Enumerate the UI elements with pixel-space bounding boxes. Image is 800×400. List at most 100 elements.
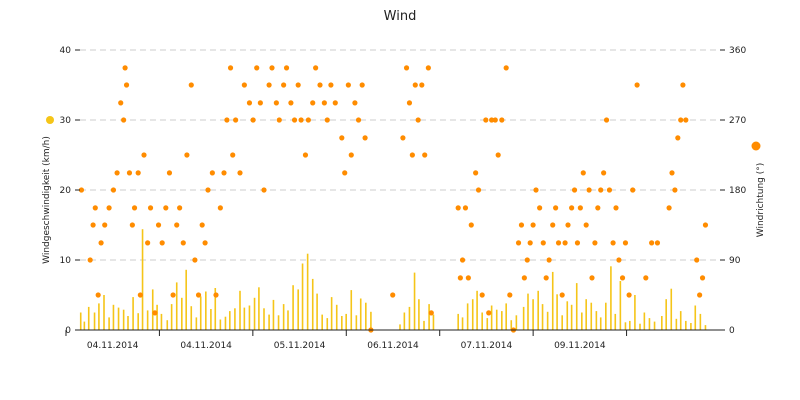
speed-bar: [665, 299, 667, 330]
speed-bar: [413, 272, 416, 330]
direction-point: [102, 222, 108, 228]
speed-bar: [132, 297, 134, 330]
direction-point: [135, 170, 141, 176]
direction-point: [237, 170, 243, 176]
direction-point: [209, 170, 215, 176]
direction-point: [666, 205, 672, 211]
direction-point: [475, 187, 482, 193]
speed-bar: [581, 312, 583, 330]
speed-bar: [490, 305, 493, 330]
direction-point: [152, 310, 158, 316]
speed-legend-dot: [46, 116, 54, 124]
speed-bar: [501, 311, 503, 330]
x-tick-label: 04.11.2014: [87, 341, 139, 351]
speed-bar: [471, 299, 474, 330]
speed-bar: [341, 316, 343, 330]
speed-bar: [619, 281, 622, 330]
speed-bar: [704, 325, 707, 330]
direction-point: [352, 100, 358, 106]
direction-point: [527, 240, 533, 246]
direction-point: [406, 100, 413, 106]
direction-point: [362, 135, 368, 141]
speed-bar: [522, 306, 525, 330]
right-tick-label: 180: [729, 186, 746, 196]
speed-bar: [122, 309, 125, 330]
direction-point: [697, 292, 703, 298]
direction-point: [233, 117, 239, 123]
speed-bar: [599, 317, 602, 330]
direction-point: [195, 292, 202, 298]
direction-point: [571, 187, 578, 193]
direction-point: [540, 240, 546, 246]
left-axis-title: Windgeschwindigkeit (km/h): [42, 136, 52, 264]
speed-bar: [282, 304, 285, 330]
speed-bar: [432, 314, 435, 330]
speed-bar: [551, 271, 554, 330]
speed-bar: [83, 321, 86, 330]
direction-point: [533, 187, 539, 193]
direction-point: [126, 170, 133, 176]
direction-point: [518, 222, 525, 228]
speed-bar: [661, 316, 663, 330]
direction-point: [537, 205, 543, 211]
direction-point: [553, 205, 559, 211]
speed-bar: [234, 308, 236, 330]
direction-point: [589, 275, 595, 281]
speed-bar: [423, 320, 425, 330]
direction-point: [390, 292, 396, 298]
direction-point: [339, 135, 345, 141]
direction-point: [524, 257, 530, 263]
speed-bar: [181, 297, 183, 330]
speed-bar: [79, 312, 82, 330]
direction-point: [131, 205, 138, 211]
chart-title: Wind: [384, 9, 417, 24]
speed-bar: [546, 311, 549, 330]
speed-bar: [556, 294, 558, 330]
speed-bar: [614, 313, 617, 330]
speed-bar: [495, 309, 498, 330]
direction-point: [555, 240, 562, 246]
direction-point: [155, 222, 162, 228]
direction-point: [675, 135, 681, 141]
direction-point: [205, 187, 211, 193]
speed-bar: [205, 291, 207, 330]
speed-bar: [195, 317, 198, 330]
direction-point: [221, 170, 227, 176]
speed-bar: [428, 304, 430, 330]
direction-point: [412, 82, 418, 88]
speed-bar: [510, 320, 513, 330]
speed-bar: [466, 303, 469, 330]
left-tick-label: 20: [60, 186, 72, 196]
speed-bar: [345, 313, 347, 330]
direction-point: [546, 257, 552, 263]
speed-bar: [365, 302, 367, 330]
direction-point: [428, 310, 434, 316]
direction-point: [569, 205, 575, 211]
direction-point: [332, 100, 338, 106]
speed-bar: [199, 296, 202, 330]
direction-point: [147, 205, 154, 211]
speed-bar: [103, 295, 105, 330]
speed-bar: [330, 297, 333, 330]
direction-point: [184, 152, 190, 158]
direction-point: [521, 275, 527, 281]
speed-bar: [214, 288, 217, 330]
direction-point: [321, 100, 327, 106]
speed-bar: [141, 229, 144, 330]
speed-bar: [170, 304, 173, 330]
right-tick-label: 90: [729, 256, 741, 266]
speed-bar: [605, 302, 607, 330]
speed-bar: [418, 299, 420, 330]
speed-bar: [306, 253, 309, 330]
direction-point: [192, 257, 198, 263]
direction-point: [342, 170, 348, 176]
direction-point: [495, 152, 501, 158]
speed-bar: [210, 309, 212, 330]
x-axis-ticks: 04.11.2014 04.11.2014 05.11.2014 06.11.2014…: [65, 330, 628, 351]
direction-point: [595, 205, 601, 211]
direction-point: [317, 82, 323, 88]
direction-point: [672, 187, 678, 193]
direction-point: [273, 100, 279, 106]
speed-bar: [268, 314, 270, 330]
speed-bar: [185, 269, 187, 330]
